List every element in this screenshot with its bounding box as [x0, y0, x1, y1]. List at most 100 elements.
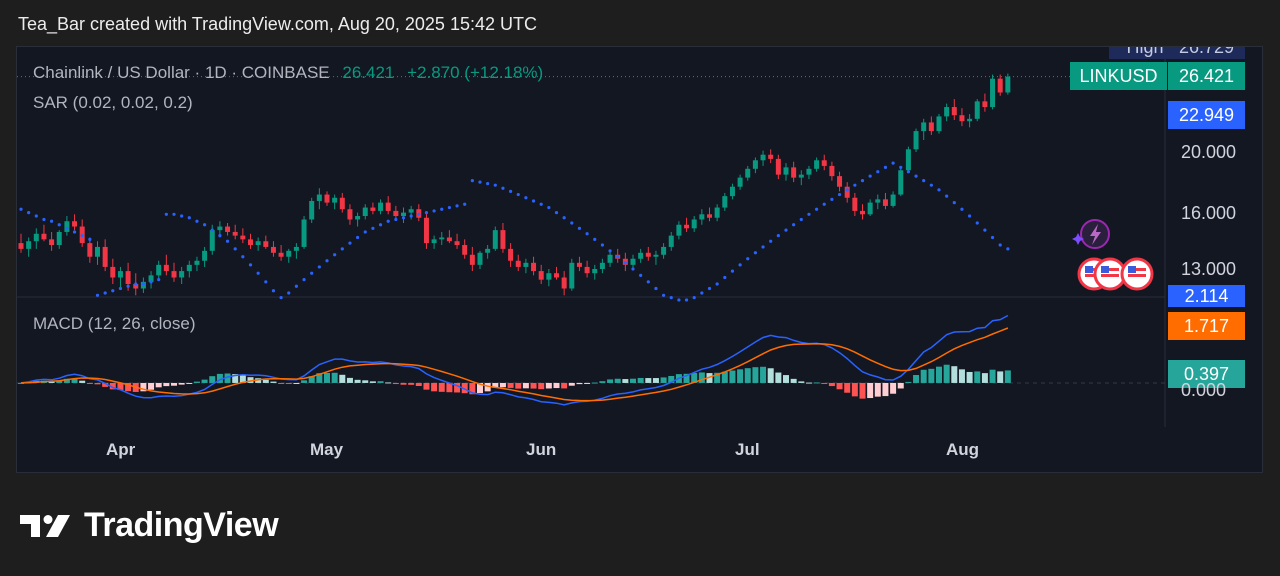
- chart-panel[interactable]: Chainlink / US Dollar · 1D · COINBASE 26…: [16, 46, 1263, 473]
- macd-histogram-bar: [201, 379, 208, 383]
- macd-histogram-bar: [224, 373, 231, 383]
- sar-dot: [570, 221, 574, 225]
- candle-body: [691, 219, 697, 229]
- candle-body: [171, 271, 177, 278]
- candle-body: [179, 271, 185, 278]
- sar-dot: [378, 223, 383, 227]
- candle-body: [232, 231, 238, 236]
- histogram-value-tag: 0.397: [1168, 360, 1245, 388]
- macd-histogram-bar: [293, 382, 300, 384]
- candle-body: [194, 260, 200, 265]
- macd-histogram-bar: [369, 381, 376, 383]
- sar-dot: [1006, 247, 1010, 251]
- candle-body: [41, 233, 47, 240]
- sar-dot: [952, 201, 956, 205]
- macd-histogram-bar: [385, 382, 392, 384]
- high-value-tag: 26.729: [1168, 47, 1245, 59]
- candle-body: [990, 78, 996, 108]
- candle-body: [936, 116, 942, 132]
- chart-canvas[interactable]: [17, 47, 1263, 473]
- macd-histogram-bar: [56, 380, 63, 383]
- candle-body: [982, 101, 988, 108]
- macd-histogram-bar: [683, 373, 690, 383]
- candle-body: [248, 239, 253, 246]
- candle-body: [72, 221, 78, 227]
- macd-histogram-bar: [18, 382, 24, 384]
- candle-body: [286, 250, 292, 257]
- macd-histogram-bar: [553, 382, 560, 389]
- macd-histogram-bar: [882, 382, 889, 397]
- candle-body: [301, 219, 307, 247]
- candle-body: [462, 245, 468, 255]
- sar-dot: [945, 194, 949, 198]
- candle-body: [806, 168, 812, 175]
- macd-histogram-bar: [897, 382, 904, 389]
- candle-body: [477, 252, 483, 265]
- sar-legend[interactable]: SAR (0.02, 0.02, 0.2): [33, 93, 193, 112]
- candle-body: [385, 202, 391, 211]
- candle-body: [974, 101, 980, 119]
- sar-dot: [225, 239, 230, 243]
- macd-histogram-bar: [813, 382, 820, 384]
- symbol-title[interactable]: Chainlink / US Dollar · 1D · COINBASE: [33, 63, 330, 82]
- sar-dot: [807, 212, 811, 216]
- macd-histogram-bar: [989, 369, 996, 383]
- macd-legend[interactable]: MACD (12, 26, close): [33, 314, 196, 333]
- macd-histogram-bar: [1004, 370, 1011, 383]
- candle-body: [408, 209, 414, 213]
- sar-dot: [386, 219, 390, 223]
- macd-histogram-bar: [561, 382, 568, 389]
- macd-histogram-bar: [79, 380, 86, 383]
- macd-histogram-bar: [867, 382, 874, 399]
- sar-dot: [95, 293, 100, 297]
- sar-dot: [922, 179, 926, 183]
- macd-histogram-bar: [461, 382, 468, 394]
- macd-histogram-bar: [178, 382, 185, 385]
- sar-dot: [822, 202, 826, 206]
- sar-dot: [547, 205, 551, 210]
- symbol-legend[interactable]: Chainlink / US Dollar · 1D · COINBASE 26…: [33, 63, 543, 83]
- macd-histogram-bar: [783, 375, 789, 383]
- month-label: May: [310, 440, 344, 459]
- candle-body: [737, 177, 743, 187]
- macd-histogram-bar: [538, 382, 545, 390]
- macd-histogram-bar: [752, 367, 759, 383]
- candle-body: [87, 243, 93, 257]
- symbol-tag: LINKUSD: [1070, 62, 1167, 90]
- macd-histogram-bar: [805, 382, 812, 384]
- signal-line: [20, 327, 1009, 402]
- sar-dot: [180, 214, 184, 218]
- sar-dot: [738, 263, 742, 267]
- macd-histogram-bar: [125, 382, 132, 392]
- candle-body: [714, 207, 720, 218]
- macd-histogram-bar: [71, 378, 78, 383]
- sar-dot: [585, 232, 589, 236]
- macd-histogram-bar: [354, 379, 361, 383]
- macd-histogram-bar: [737, 369, 744, 383]
- sar-dot: [72, 230, 77, 234]
- candle-body: [378, 202, 384, 211]
- candle-body: [469, 254, 475, 265]
- macd-histogram-bar: [209, 376, 216, 383]
- sar-dot: [837, 192, 842, 197]
- macd-histogram-bar: [163, 382, 170, 387]
- candle-body: [431, 239, 437, 244]
- sar-dot: [241, 255, 245, 259]
- sar-dot: [111, 289, 115, 293]
- candle-body: [538, 271, 544, 280]
- price-tick: 20.000: [1181, 142, 1237, 162]
- macd-histogram-bar: [193, 381, 200, 383]
- candle-body: [332, 197, 338, 203]
- sar-dot: [616, 255, 620, 259]
- sar-dot: [692, 296, 696, 300]
- candle-body: [202, 250, 208, 261]
- chart-credit: Tea_Bar created with TradingView.com, Au…: [18, 14, 537, 34]
- sar-dot: [19, 207, 23, 211]
- macd-histogram-bar: [469, 382, 476, 395]
- us-flag-canton: [1085, 266, 1093, 273]
- macd-histogram-bar: [171, 382, 177, 386]
- macd-histogram-bar: [48, 381, 55, 383]
- sar-dot: [348, 241, 352, 245]
- sar-dot: [363, 230, 367, 234]
- sar-dot: [899, 165, 903, 169]
